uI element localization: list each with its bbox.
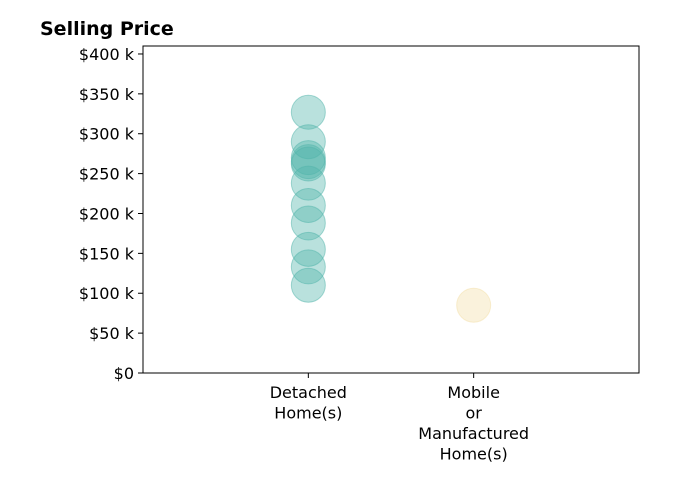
data-point <box>290 249 326 285</box>
y-tick-label: $150 k <box>79 244 135 263</box>
y-tick-label: $350 k <box>79 85 135 104</box>
plot-frame <box>142 45 640 374</box>
x-tick-label: Detached Home(s) <box>270 383 347 423</box>
y-tick-label: $0 <box>114 364 134 383</box>
data-point <box>290 124 326 160</box>
y-tick-label: $50 k <box>89 324 135 343</box>
data-point <box>456 287 492 323</box>
data-point <box>290 231 326 267</box>
y-axis: $0 $50 k $100 k $150 k $200 k $250 k $300 k $35… <box>79 45 143 383</box>
chart-title: Selling Price <box>40 18 174 40</box>
data-point <box>290 165 326 201</box>
data-point <box>290 267 326 303</box>
y-tick-label: $200 k <box>79 204 135 223</box>
data-point <box>290 205 326 241</box>
x-axis: Detached Home(s) Mobile or Manufactured Home(… <box>270 373 529 464</box>
data-point <box>290 146 326 182</box>
x-tick-label: Mobile or Manufactured Home(s) <box>418 383 529 464</box>
y-tick-label: $100 k <box>79 284 135 303</box>
y-tick-label: $250 k <box>79 165 135 184</box>
y-tick-label: $400 k <box>79 45 135 64</box>
chart-marks <box>290 94 492 323</box>
y-tick-label: $300 k <box>79 125 135 144</box>
data-point <box>290 94 326 130</box>
data-point <box>290 188 326 224</box>
